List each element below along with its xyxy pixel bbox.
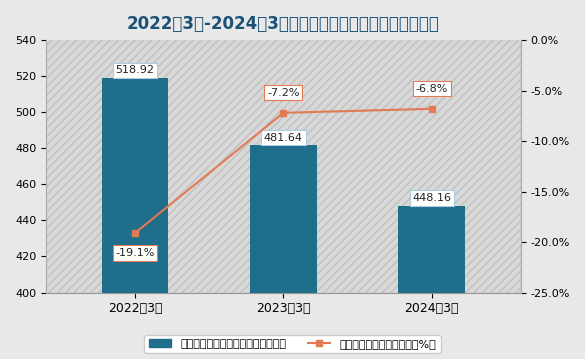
Legend: 办公楼竣工面积累计值（万平方米）, 办公楼竣工面积累计增速（%）: 办公楼竣工面积累计值（万平方米）, 办公楼竣工面积累计增速（%） <box>144 335 441 354</box>
Title: 2022年3月-2024年3月我国办公楼竣工面积累计值及增速: 2022年3月-2024年3月我国办公楼竣工面积累计值及增速 <box>127 15 440 33</box>
Text: -7.2%: -7.2% <box>267 88 300 98</box>
Text: 481.64: 481.64 <box>264 132 303 143</box>
Text: 448.16: 448.16 <box>412 193 452 203</box>
Text: 518.92: 518.92 <box>115 65 154 75</box>
Bar <box>250 145 317 293</box>
Text: -6.8%: -6.8% <box>416 84 448 94</box>
Bar <box>398 206 465 293</box>
Bar <box>102 78 168 293</box>
Text: -19.1%: -19.1% <box>115 248 154 258</box>
